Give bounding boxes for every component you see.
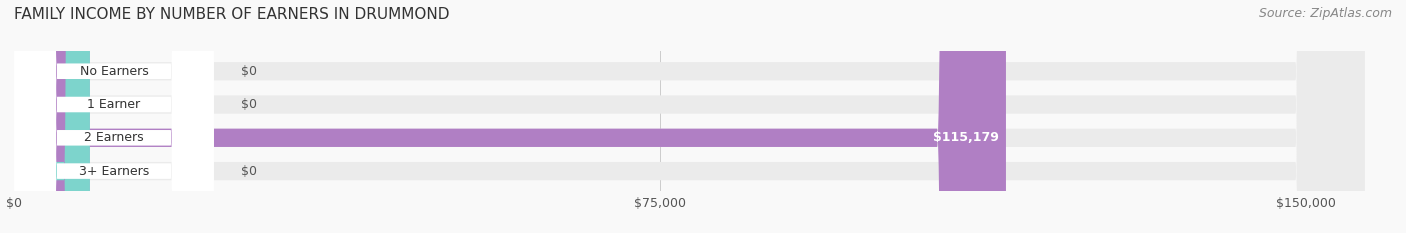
FancyBboxPatch shape: [14, 0, 90, 233]
Text: Source: ZipAtlas.com: Source: ZipAtlas.com: [1258, 7, 1392, 20]
FancyBboxPatch shape: [14, 0, 1364, 233]
FancyBboxPatch shape: [14, 0, 1364, 233]
FancyBboxPatch shape: [14, 0, 1364, 233]
Text: 3+ Earners: 3+ Earners: [79, 164, 149, 178]
FancyBboxPatch shape: [14, 0, 214, 233]
FancyBboxPatch shape: [14, 0, 214, 233]
Text: FAMILY INCOME BY NUMBER OF EARNERS IN DRUMMOND: FAMILY INCOME BY NUMBER OF EARNERS IN DR…: [14, 7, 450, 22]
FancyBboxPatch shape: [14, 0, 90, 233]
FancyBboxPatch shape: [14, 0, 1364, 233]
FancyBboxPatch shape: [14, 0, 90, 233]
Text: $0: $0: [242, 65, 257, 78]
FancyBboxPatch shape: [14, 0, 214, 233]
FancyBboxPatch shape: [14, 0, 214, 233]
Text: No Earners: No Earners: [80, 65, 148, 78]
Text: $0: $0: [242, 164, 257, 178]
Text: $0: $0: [242, 98, 257, 111]
Text: 2 Earners: 2 Earners: [84, 131, 143, 144]
Text: 1 Earner: 1 Earner: [87, 98, 141, 111]
Text: $115,179: $115,179: [934, 131, 1000, 144]
FancyBboxPatch shape: [14, 0, 1005, 233]
